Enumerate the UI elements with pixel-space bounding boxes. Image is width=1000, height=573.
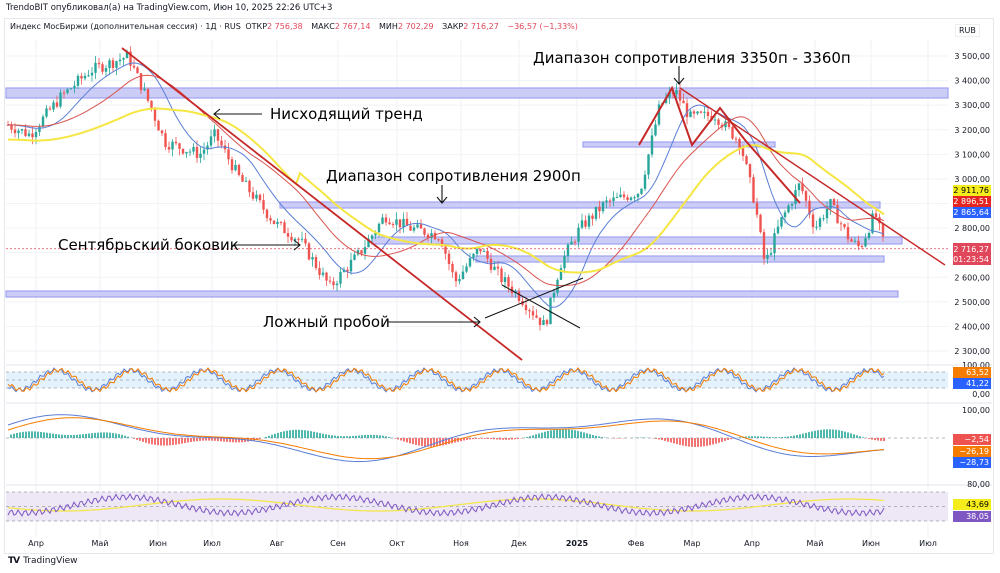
resistance-zones — [5, 87, 949, 298]
svg-text:100,00: 100,00 — [962, 361, 990, 370]
arrow-icon — [436, 185, 448, 204]
time-axis[interactable]: Апр Май Июн Июл Авг Сен Окт Ноя Дек 2025 Фев Мар Апр… — [28, 539, 937, 548]
svg-text:3 000,00: 3 000,00 — [954, 175, 990, 184]
price-axis[interactable]: 3 500,00 3 400,00 3 300,00 3 200,00 3 100,00… — [953, 52, 991, 356]
close-label: ЗАКР — [442, 22, 464, 31]
svg-text:Июл: Июл — [203, 539, 221, 548]
ma-yellow-line — [8, 107, 885, 274]
svg-text:3 100,00: 3 100,00 — [954, 150, 990, 159]
tradingview-brand: TradingView — [23, 556, 78, 566]
annotation-text: Сентябрьский боковик — [58, 236, 239, 254]
svg-text:2 500,00: 2 500,00 — [954, 298, 990, 307]
svg-text:Авг: Авг — [270, 539, 284, 548]
svg-text:−26,19: −26,19 — [959, 447, 989, 456]
svg-text:2 911,76: 2 911,76 — [953, 186, 989, 195]
arrow-icon — [387, 316, 481, 328]
annotation-text: Нисходящий тренд — [270, 105, 423, 123]
tradingview-logo-icon: TV — [8, 556, 20, 566]
svg-text:2 800,00: 2 800,00 — [954, 224, 990, 233]
svg-text:3 300,00: 3 300,00 — [954, 101, 990, 110]
symbol-name: Индекс МосБиржи (дополнительная сессия) … — [10, 22, 241, 31]
svg-text:41,22: 41,22 — [966, 379, 989, 388]
svg-text:80,00: 80,00 — [967, 480, 990, 489]
change-value: −36,57 (−1,33%) — [507, 22, 578, 31]
svg-text:Окт: Окт — [389, 539, 405, 548]
indicator-tag — [953, 367, 991, 378]
low-value: 2 702,29 — [397, 22, 434, 31]
indicator-tag — [953, 434, 991, 445]
price-tag — [953, 207, 991, 218]
indicator-tag — [953, 499, 991, 510]
indicator-tag — [953, 378, 991, 389]
close-value: 2 716,27 — [463, 22, 499, 31]
last-price-tag — [953, 243, 991, 265]
svg-text:0,00: 0,00 — [972, 390, 990, 399]
svg-text:3 500,00: 3 500,00 — [954, 52, 990, 61]
svg-text:Май: Май — [806, 539, 823, 548]
svg-text:2 300,00: 2 300,00 — [954, 347, 990, 356]
svg-text:Ноя: Ноя — [453, 539, 469, 548]
ma-red-line — [7, 74, 885, 287]
symbol-legend: Индекс МосБиржи (дополнительная сессия) … — [10, 22, 584, 31]
arrow-icon — [235, 239, 301, 251]
svg-text:Фев: Фев — [628, 539, 645, 548]
svg-text:Июн: Июн — [149, 539, 167, 548]
macd-pane — [6, 414, 948, 462]
price-tag — [953, 185, 991, 196]
svg-text:3 200,00: 3 200,00 — [954, 126, 990, 135]
svg-text:Июн: Июн — [862, 539, 880, 548]
svg-text:38,05: 38,05 — [966, 512, 989, 521]
svg-text:Дек: Дек — [511, 539, 527, 548]
indicator-tag — [953, 446, 991, 457]
open-value: 2 756,38 — [267, 22, 303, 31]
svg-text:63,52: 63,52 — [966, 368, 989, 377]
svg-text:2 865,64: 2 865,64 — [953, 208, 989, 217]
high-label: МАКС — [311, 22, 335, 31]
svg-text:Мар: Мар — [684, 539, 701, 548]
stochastic-pane — [6, 371, 948, 389]
publisher-line: TrendoBIT опубликовал(а) на TradingView.… — [6, 3, 333, 13]
svg-text:Апр: Апр — [28, 539, 44, 548]
indicator-tag — [953, 457, 991, 468]
svg-text:Апр: Апр — [744, 539, 760, 548]
annotation-text: Диапазон сопротивления 2900п — [326, 167, 581, 185]
svg-text:2025: 2025 — [566, 539, 589, 548]
trend-lines — [121, 47, 946, 361]
arrow-icon — [673, 66, 685, 85]
svg-text:2 896,51: 2 896,51 — [953, 197, 989, 206]
svg-text:2 600,00: 2 600,00 — [954, 273, 990, 282]
high-value: 2 767,14 — [334, 22, 371, 31]
open-label: ОТКР — [245, 22, 268, 31]
rsi-pane — [6, 491, 948, 522]
svg-text:Сен: Сен — [330, 539, 346, 548]
footer-branding: TV TradingView — [8, 556, 78, 566]
arrow-icon — [213, 108, 262, 120]
svg-text:43,69: 43,69 — [966, 500, 989, 509]
svg-text:−2,54: −2,54 — [964, 435, 989, 444]
annotation-text: Ложный пробой — [263, 313, 390, 331]
svg-text:−28,73: −28,73 — [959, 458, 989, 467]
annotation-text: Диапазон сопротивления 3350п - 3360п — [533, 49, 851, 67]
chart-frame[interactable] — [4, 18, 994, 554]
svg-text:2 716,27: 2 716,27 — [953, 245, 989, 254]
low-label: МИН — [379, 22, 398, 31]
candles — [6, 46, 885, 331]
svg-text:3 400,00: 3 400,00 — [954, 77, 990, 86]
svg-text:Июл: Июл — [919, 539, 937, 548]
svg-text:01:23:54: 01:23:54 — [953, 255, 989, 264]
indicator-tag — [953, 511, 991, 522]
grid — [6, 40, 992, 538]
annotations: Диапазон сопротивления 3350п - 3360п Нисх… — [58, 49, 851, 331]
svg-text:2 400,00: 2 400,00 — [954, 322, 990, 331]
svg-text:Май: Май — [91, 539, 108, 548]
price-tag — [953, 196, 991, 207]
svg-text:100,00: 100,00 — [962, 406, 990, 415]
currency-label[interactable]: RUB — [955, 24, 980, 37]
